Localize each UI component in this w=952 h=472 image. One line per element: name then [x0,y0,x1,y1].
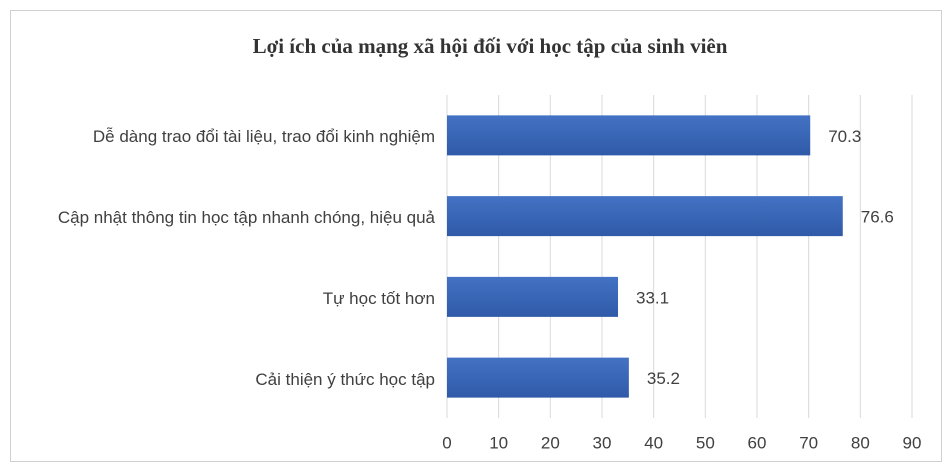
x-tick-label: 70 [799,433,818,452]
x-tick-label: 10 [489,433,508,452]
value-label: 76.6 [861,208,894,227]
category-label-box: Dễ dàng trao đổi tài liệu, trao đổi kinh… [35,125,435,149]
category-label-box: Cập nhật thông tin học tập nhanh chóng, … [35,206,435,230]
category-label: Tự học tốt hơn [322,288,435,308]
chart-title: Lợi ích của mạng xã hội đối với học tập … [253,34,728,58]
x-tick-label: 40 [644,433,663,452]
category-label-box: Tự học tốt hơn [35,287,435,311]
value-label: 70.3 [828,127,861,146]
x-tick-label: 50 [696,433,715,452]
bar [447,196,843,237]
x-tick-label: 80 [851,433,870,452]
category-label: Dễ dàng trao đổi tài liệu, trao đổi kinh… [92,127,435,147]
category-label-box: Cải thiện ý thức học tập [35,368,435,392]
category-label: Cập nhật thông tin học tập nhanh chóng, … [57,208,435,228]
x-tick-label: 60 [748,433,767,452]
category-label: Cải thiện ý thức học tập [255,369,435,389]
bar [447,115,811,156]
x-tick-label: 30 [593,433,612,452]
bar [447,276,619,317]
x-tick-label: 0 [442,433,451,452]
bar [447,357,629,398]
x-tick-label: 20 [541,433,560,452]
value-label: 35.2 [647,369,680,388]
value-label: 33.1 [636,288,669,307]
x-tick-label: 90 [903,433,922,452]
